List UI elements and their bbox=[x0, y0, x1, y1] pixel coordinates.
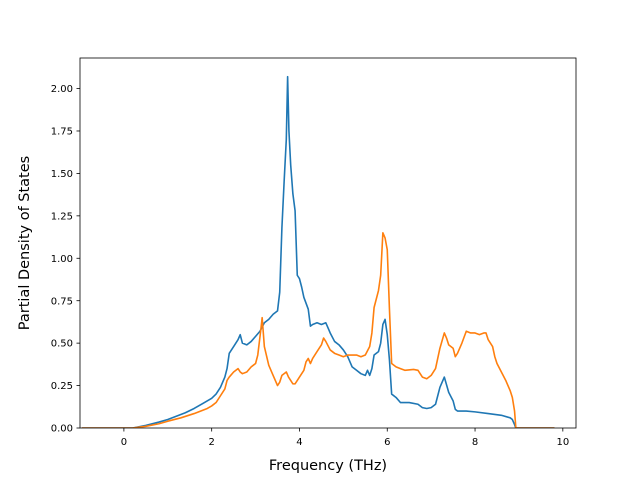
y-tick-label: 1.25 bbox=[51, 211, 73, 222]
y-tick-label: 1.00 bbox=[51, 254, 73, 265]
y-tick-label: 0.50 bbox=[51, 339, 73, 350]
series-layer bbox=[81, 75, 555, 428]
series-line-2 bbox=[81, 232, 555, 428]
x-axis: 0 2 4 6 8 10 bbox=[121, 428, 569, 448]
series-line-1 bbox=[81, 75, 555, 428]
y-tick-label: 0.25 bbox=[51, 381, 73, 392]
y-tick-label: 0.00 bbox=[51, 424, 73, 435]
x-tick-label: 6 bbox=[384, 437, 390, 448]
x-tick-label: 0 bbox=[121, 437, 127, 448]
y-tick-label: 1.75 bbox=[51, 127, 73, 138]
x-tick-label: 8 bbox=[472, 437, 478, 448]
x-tick-label: 2 bbox=[208, 437, 214, 448]
plot-area bbox=[80, 58, 576, 428]
y-tick-label: 1.50 bbox=[51, 169, 73, 180]
y-axis-title: Partial Density of States bbox=[17, 156, 33, 330]
y-axis: 0.00 0.25 0.50 0.75 1.00 1.25 1.50 1.75 2.00 bbox=[51, 84, 80, 435]
plot-frame bbox=[79, 57, 577, 429]
x-tick-label: 4 bbox=[296, 437, 302, 448]
y-tick-label: 0.75 bbox=[51, 296, 73, 307]
x-axis-title: Frequency (THz) bbox=[269, 458, 387, 474]
y-tick-label: 2.00 bbox=[51, 84, 73, 95]
x-tick-label: 10 bbox=[556, 437, 569, 448]
